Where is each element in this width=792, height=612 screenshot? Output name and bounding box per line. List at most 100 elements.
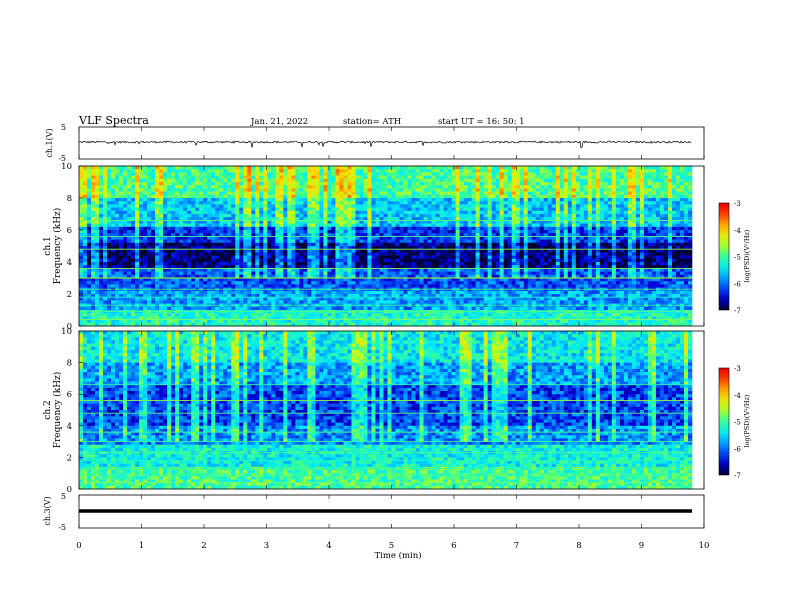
spectrogram-cell <box>423 223 428 228</box>
spectrogram-cell <box>123 194 128 199</box>
spectrogram-cell <box>603 258 609 263</box>
spectrogram-cell <box>191 220 196 224</box>
spectrogram-cell <box>515 236 521 240</box>
spectrogram-cell <box>475 201 480 205</box>
spectrogram-cell <box>395 169 400 173</box>
spectrogram-cell <box>471 198 476 202</box>
spectrogram-cell <box>127 214 132 218</box>
spectrogram-cell <box>491 198 496 202</box>
spectrogram-cell <box>387 210 392 215</box>
spectrogram-cell <box>163 198 168 202</box>
spectrogram-cell <box>191 217 196 221</box>
spectrogram-cell <box>147 201 152 205</box>
spectrogram-cell <box>475 191 480 196</box>
spectrogram-cell <box>191 198 196 202</box>
spectrogram-cell <box>235 217 240 221</box>
spectrogram-cell <box>91 207 96 212</box>
spectrogram-cell <box>311 223 316 228</box>
spectrogram-cell <box>395 226 400 231</box>
spectrogram-cell <box>679 236 685 240</box>
spectrogram-cell <box>467 178 472 183</box>
spectrogram-cell <box>79 182 84 186</box>
spectrogram-cell <box>311 236 316 240</box>
spectrogram-cell <box>327 166 332 170</box>
spectrogram-cell <box>375 252 380 256</box>
spectrogram-cell <box>383 255 388 260</box>
spectrogram-cell <box>551 185 557 189</box>
spectrogram-cell <box>503 191 508 196</box>
spectrogram-cell <box>183 182 188 186</box>
spectrogram-cell <box>299 178 304 183</box>
spectrogram-cell <box>215 242 220 247</box>
spectrogram-cell <box>167 201 172 205</box>
spectrogram-cell <box>151 198 156 202</box>
spectrogram-cell <box>95 185 100 189</box>
spectrogram-cell <box>635 178 641 183</box>
spectrogram-cell <box>335 185 340 189</box>
spectrogram-cell <box>363 207 368 212</box>
spectrogram-cell <box>679 191 685 196</box>
spectrogram-cell <box>239 188 244 192</box>
spectrogram-cell <box>435 246 440 250</box>
spectrogram-cell <box>543 230 549 234</box>
spectrogram-cell <box>371 169 376 173</box>
spectrogram-cell <box>419 198 424 202</box>
spectrogram-cell <box>603 265 609 269</box>
spectrogram-cell <box>135 249 140 253</box>
spectrogram-cell <box>291 239 296 244</box>
spectrogram-cell <box>299 230 304 234</box>
spectrogram-cell <box>415 230 420 234</box>
spectrogram-cell <box>655 217 661 221</box>
spectrogram-cell <box>83 249 88 253</box>
spectrogram-cell <box>483 201 488 205</box>
spectrogram-cell <box>483 265 488 269</box>
spectrogram-cell <box>235 185 240 189</box>
spectrogram-cell <box>171 201 176 205</box>
spectrogram-cell <box>207 172 212 176</box>
spectrogram-cell <box>219 268 224 272</box>
spectrogram-cell <box>267 239 272 244</box>
spectrogram-cell <box>175 262 180 266</box>
spectrogram-cell <box>451 246 456 250</box>
spectrogram-cell <box>183 178 188 183</box>
spectrogram-cell <box>667 201 673 205</box>
spectrogram-cell <box>571 242 577 247</box>
spectrogram-cell <box>531 169 537 173</box>
spectrogram-cell <box>347 188 352 192</box>
spectrogram-cell <box>131 239 136 244</box>
spectrogram-cell <box>487 207 492 212</box>
spectrogram-cell <box>615 262 621 266</box>
spectrogram-cell <box>175 210 180 215</box>
spectrogram-cell <box>127 252 132 256</box>
spectrogram-cell <box>447 198 452 202</box>
spectrogram-cell <box>283 204 288 208</box>
spectrogram-cell <box>679 246 685 250</box>
spectrogram-cell <box>179 220 184 224</box>
spectrogram-cell <box>179 185 184 189</box>
spectrogram-cell <box>403 172 408 176</box>
spectrogram-cell <box>619 166 625 170</box>
spectrogram-cell <box>535 182 541 186</box>
spectrogram-cell <box>527 201 533 205</box>
spectrogram-cell <box>435 201 440 205</box>
spectrogram-cell <box>143 201 148 205</box>
spectrogram-cell <box>475 252 480 256</box>
spectrogram-cell <box>115 246 120 250</box>
spectrogram-cell <box>219 242 224 247</box>
spectrogram-cell <box>531 188 537 192</box>
spectrogram-cell <box>679 188 685 192</box>
ch1-waveform-panel: 5 -5 ch.1(V) <box>45 123 705 163</box>
spectrogram-cell <box>415 198 420 202</box>
spectrogram-cell <box>631 236 637 240</box>
spectrogram-cell <box>567 217 573 221</box>
spectrogram-cell <box>531 214 537 218</box>
spectrogram-cell <box>655 204 661 208</box>
spectrogram-cell <box>355 166 360 170</box>
spectrogram-cell <box>355 191 360 196</box>
spectrogram-cell <box>459 201 464 205</box>
spectrogram-cell <box>351 191 356 196</box>
spectrogram-cell <box>631 182 637 186</box>
spectrogram-cell <box>415 210 420 215</box>
spectrogram-cell <box>535 239 541 244</box>
spectrogram-cell <box>611 255 617 260</box>
